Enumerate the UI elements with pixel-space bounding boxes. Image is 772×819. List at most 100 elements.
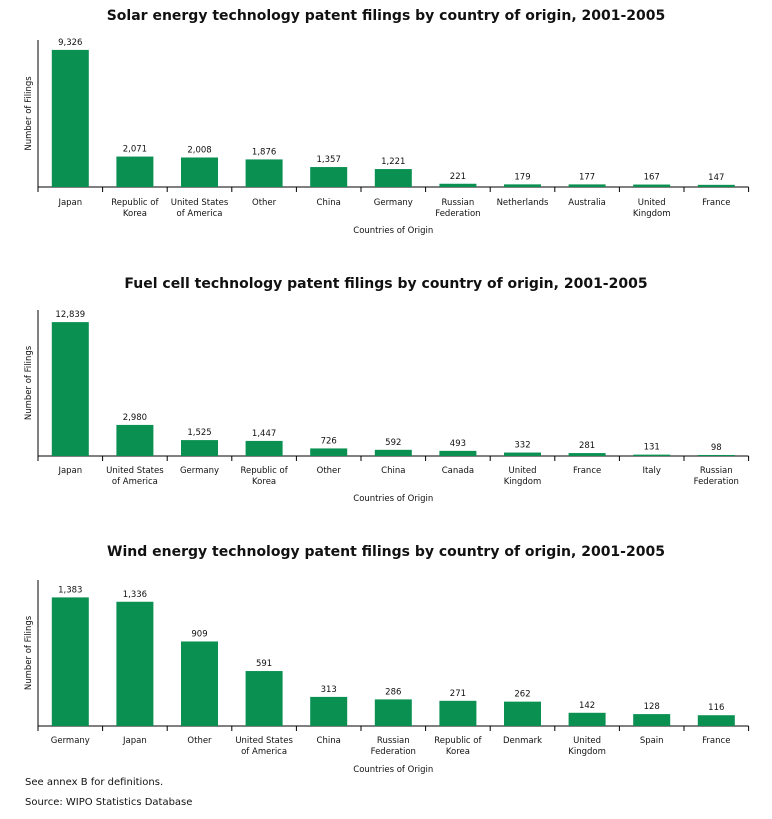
bar <box>181 157 218 187</box>
category-label: Republic ofKorea <box>240 466 288 487</box>
bar <box>633 455 670 456</box>
bar <box>504 702 541 726</box>
data-label: 2,071 <box>123 145 147 155</box>
category-label: Japan <box>57 198 82 208</box>
bar <box>439 451 476 456</box>
category-label: France <box>702 736 730 746</box>
category-label: Italy <box>642 466 660 476</box>
category-label: UnitedKingdom <box>504 466 542 487</box>
bar <box>52 597 89 726</box>
bar <box>698 455 735 456</box>
data-label: 12,839 <box>55 310 85 320</box>
chart-title: Wind energy technology patent filings by… <box>107 544 665 560</box>
bar <box>569 184 606 187</box>
data-label: 98 <box>711 443 722 453</box>
category-label: Japan <box>57 466 82 476</box>
category-label: China <box>317 736 341 746</box>
y-axis-label: Number of Filings <box>24 345 34 420</box>
data-label: 1,357 <box>317 155 341 165</box>
category-label: China <box>381 466 405 476</box>
bar <box>116 157 153 187</box>
chart-title: Fuel cell technology patent filings by c… <box>124 276 647 292</box>
category-label: Republic ofKorea <box>434 736 482 757</box>
category-label: Germany <box>180 466 219 476</box>
category-label: UnitedKingdom <box>633 198 671 219</box>
bar <box>375 450 412 456</box>
bar <box>698 185 735 187</box>
x-axis-label: Countries of Origin <box>353 765 433 775</box>
chart-1: Solar energy technology patent filings b… <box>24 8 749 236</box>
chart-3: Wind energy technology patent filings by… <box>24 544 749 775</box>
chart-2: Fuel cell technology patent filings by c… <box>24 276 749 504</box>
category-label: Netherlands <box>497 198 549 208</box>
data-label: 221 <box>450 172 466 182</box>
bar <box>375 169 412 187</box>
data-label: 332 <box>514 441 530 451</box>
category-label: United Statesof America <box>235 736 293 757</box>
data-label: 167 <box>644 173 660 183</box>
y-axis-label: Number of Filings <box>24 76 34 151</box>
category-label: Germany <box>374 198 413 208</box>
chart-title: Solar energy technology patent filings b… <box>107 8 666 24</box>
data-label: 1,383 <box>58 585 82 595</box>
data-label: 726 <box>321 436 337 446</box>
data-label: 313 <box>321 685 337 695</box>
x-axis-label: Countries of Origin <box>353 226 433 236</box>
bar <box>181 641 218 726</box>
x-axis-label: Countries of Origin <box>353 494 433 504</box>
data-label: 116 <box>708 703 724 713</box>
data-label: 2,008 <box>187 145 211 155</box>
data-label: 591 <box>256 659 272 669</box>
category-label: United Statesof America <box>171 198 229 219</box>
data-label: 1,336 <box>123 590 147 600</box>
data-label: 281 <box>579 441 595 451</box>
bar <box>246 441 283 456</box>
data-label: 1,876 <box>252 147 276 157</box>
bar <box>439 184 476 187</box>
data-label: 131 <box>644 443 660 453</box>
data-label: 179 <box>514 172 530 182</box>
category-label: Japan <box>122 736 147 746</box>
category-label: UnitedKingdom <box>568 736 606 757</box>
bar <box>375 699 412 726</box>
footnote-definitions: See annex B for definitions. <box>25 777 163 788</box>
category-label: Germany <box>51 736 90 746</box>
data-label: 147 <box>708 173 724 183</box>
bar <box>52 50 89 187</box>
category-label: Republic ofKorea <box>111 198 159 219</box>
data-label: 1,221 <box>381 157 405 167</box>
data-label: 1,525 <box>187 428 211 438</box>
bar <box>310 697 347 726</box>
data-label: 1,447 <box>252 429 276 439</box>
bar <box>310 448 347 456</box>
category-label: Denmark <box>503 736 542 746</box>
bar <box>246 671 283 726</box>
category-label: RussianFederation <box>694 466 739 487</box>
data-label: 142 <box>579 701 595 711</box>
bar <box>504 453 541 456</box>
category-label: France <box>573 466 601 476</box>
category-label: Other <box>187 736 212 746</box>
data-label: 592 <box>385 438 401 448</box>
bar <box>633 714 670 726</box>
bar <box>569 453 606 456</box>
bar <box>504 184 541 187</box>
category-label: France <box>702 198 730 208</box>
data-label: 262 <box>514 690 530 700</box>
bar <box>52 322 89 456</box>
bar <box>181 440 218 456</box>
bar <box>116 602 153 726</box>
y-axis-label: Number of Filings <box>24 615 34 690</box>
footnote-source: Source: WIPO Statistics Database <box>25 797 192 808</box>
data-label: 909 <box>191 629 207 639</box>
bar <box>439 701 476 726</box>
category-label: Other <box>317 466 342 476</box>
category-label: Australia <box>568 198 606 208</box>
category-label: Spain <box>640 736 664 746</box>
category-label: RussianFederation <box>371 736 416 757</box>
category-label: Canada <box>442 466 474 476</box>
data-label: 177 <box>579 172 595 182</box>
bar <box>569 713 606 726</box>
category-label: United Statesof America <box>106 466 164 487</box>
